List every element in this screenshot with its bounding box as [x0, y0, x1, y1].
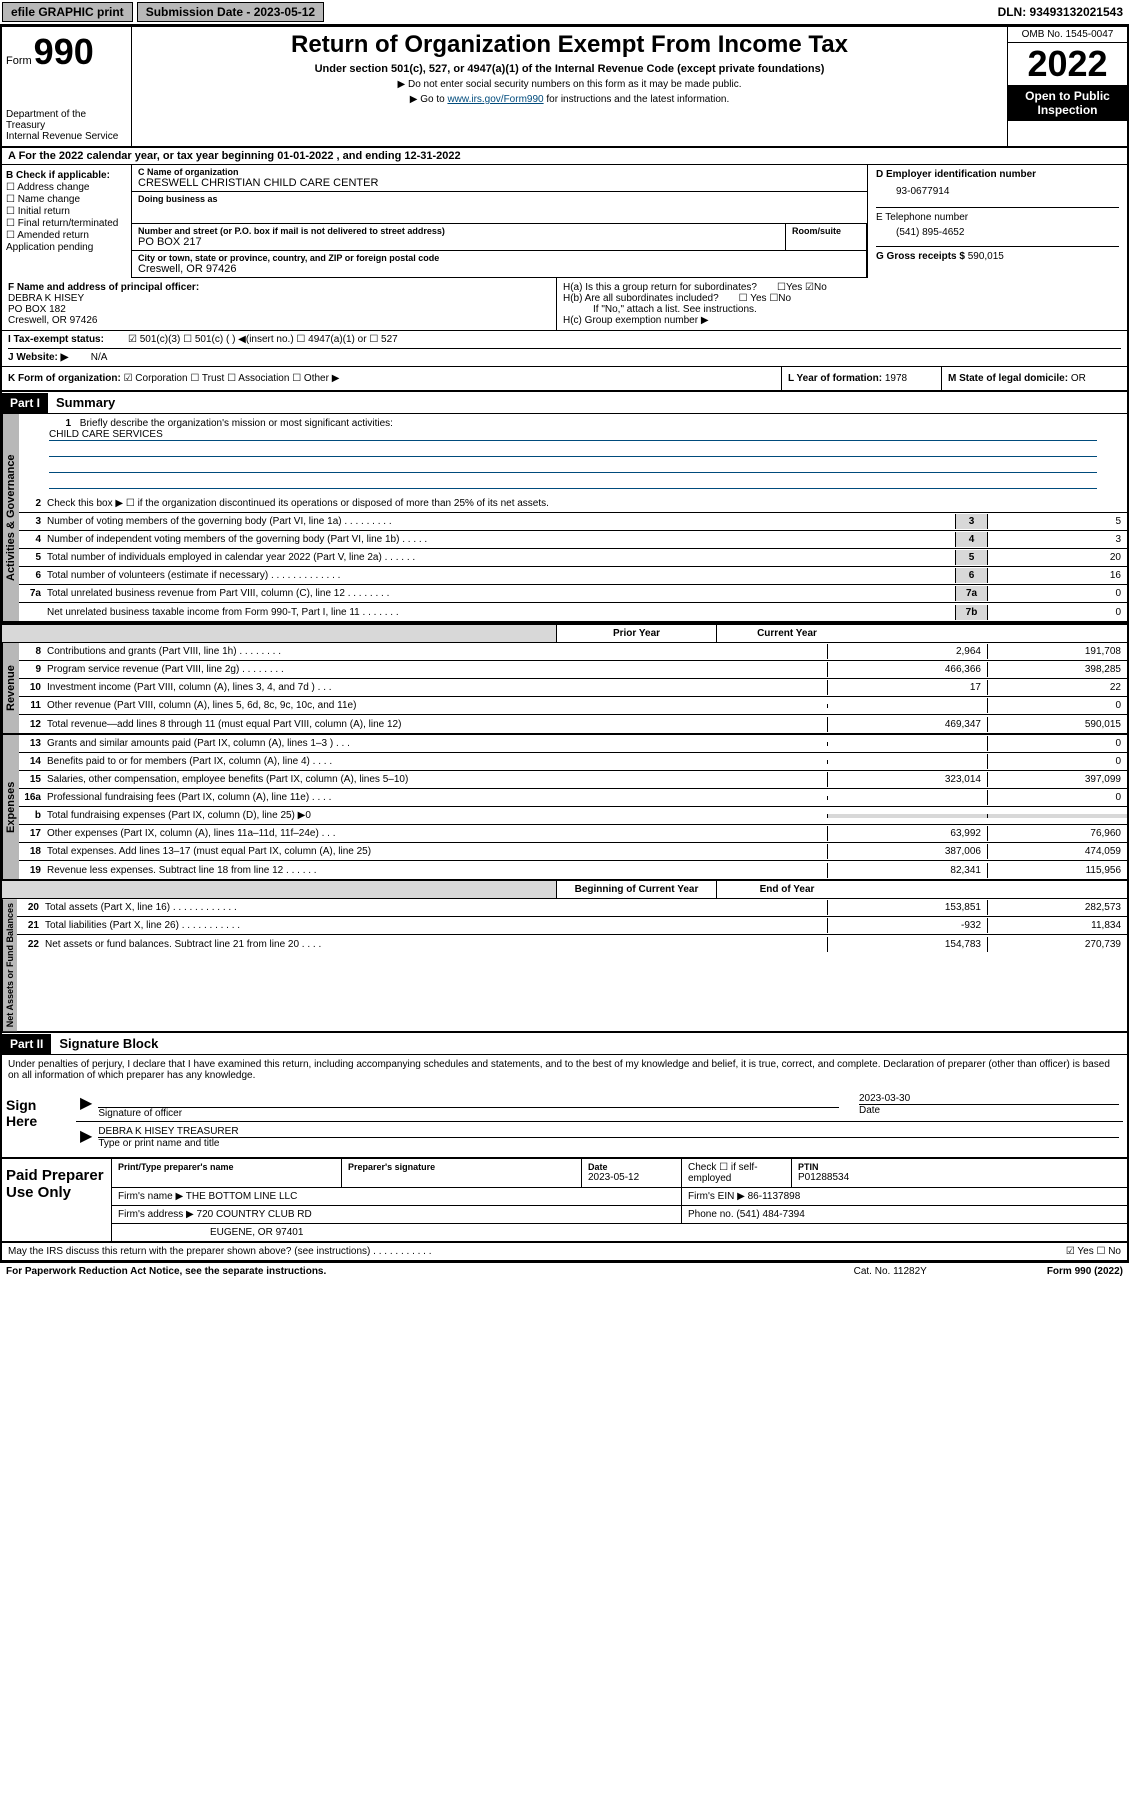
- subtitle: Under section 501(c), 527, or 4947(a)(1)…: [140, 63, 999, 75]
- org-name: CRESWELL CHRISTIAN CHILD CARE CENTER: [138, 177, 861, 189]
- chk-amended[interactable]: ☐ Amended return: [6, 230, 127, 241]
- footer: For Paperwork Reduction Act Notice, see …: [0, 1263, 1129, 1280]
- arrow-icon: ▶: [80, 1093, 92, 1119]
- val-7a: 0: [987, 586, 1127, 601]
- val-4: 3: [987, 532, 1127, 547]
- row-klm: K Form of organization: ☑ Corporation ☐ …: [2, 367, 1127, 392]
- val-3: 5: [987, 514, 1127, 529]
- chk-initial[interactable]: ☐ Initial return: [6, 206, 127, 217]
- part1-header: Part I Summary: [2, 392, 1127, 414]
- vtab-activities: Activities & Governance: [2, 414, 19, 621]
- vtab-expenses: Expenses: [2, 735, 19, 879]
- irs-link[interactable]: www.irs.gov/Form990: [447, 94, 543, 105]
- firm-ein: 86-1137898: [748, 1191, 801, 1202]
- cat-no: Cat. No. 11282Y: [854, 1266, 927, 1277]
- period-line: A For the 2022 calendar year, or tax yea…: [2, 148, 1127, 165]
- ptin: P01288534: [798, 1172, 1121, 1183]
- main-title: Return of Organization Exempt From Incom…: [140, 31, 999, 59]
- website: N/A: [91, 352, 108, 363]
- officer-printed: DEBRA K HISEY TREASURER: [98, 1126, 1119, 1137]
- section-f-h: F Name and address of principal officer:…: [2, 278, 1127, 331]
- city: Creswell, OR 97426: [138, 263, 860, 275]
- col-defg: D Employer identification number 93-0677…: [867, 165, 1127, 278]
- chk-pending[interactable]: Application pending: [6, 242, 127, 253]
- form-ref: Form 990 (2022): [1047, 1266, 1123, 1277]
- top-bar: efile GRAPHIC print Submission Date - 20…: [0, 0, 1129, 25]
- val-6: 16: [987, 568, 1127, 583]
- hb-no[interactable]: ☐No: [769, 293, 791, 304]
- header-row: Form 990 Department of the Treasury Inte…: [2, 27, 1127, 148]
- form-id-box: Form 990 Department of the Treasury Inte…: [2, 27, 132, 146]
- row-i-j: I Tax-exempt status: ☑ 501(c)(3) ☐ 501(c…: [2, 331, 1127, 367]
- title-box: Return of Organization Exempt From Incom…: [132, 27, 1007, 146]
- discuss-row: May the IRS discuss this return with the…: [2, 1243, 1127, 1261]
- tax-year: 2022: [1008, 43, 1127, 85]
- hb-yes[interactable]: ☐ Yes: [739, 293, 767, 304]
- open-public-label: Open to Public Inspection: [1008, 85, 1127, 121]
- chk-address[interactable]: ☐ Address change: [6, 182, 127, 193]
- instruction-1: ▶ Do not enter social security numbers o…: [140, 79, 999, 90]
- mission-text: CHILD CARE SERVICES: [49, 429, 1097, 441]
- col-c: C Name of organization CRESWELL CHRISTIA…: [132, 165, 867, 278]
- sign-here-row: Sign Here ▶ Signature of officer 2023-03…: [2, 1085, 1127, 1159]
- paid-preparer-row: Paid Preparer Use Only Print/Type prepar…: [2, 1159, 1127, 1243]
- omb-label: OMB No. 1545-0047: [1008, 27, 1127, 43]
- year-box: OMB No. 1545-0047 2022 Open to Public In…: [1007, 27, 1127, 146]
- org-form-opts[interactable]: ☑ Corporation ☐ Trust ☐ Association ☐ Ot…: [124, 373, 340, 384]
- year-formation: 1978: [885, 373, 907, 384]
- gross-receipts: 590,015: [968, 251, 1004, 262]
- section-bcdefg: B Check if applicable: ☐ Address change …: [2, 165, 1127, 278]
- officer-name: DEBRA K HISEY: [8, 293, 550, 304]
- street: PO BOX 217: [138, 236, 779, 248]
- dept-label: Department of the Treasury Internal Reve…: [6, 109, 127, 142]
- ein: 93-0677914: [876, 180, 1119, 207]
- chk-name[interactable]: ☐ Name change: [6, 194, 127, 205]
- ha-no[interactable]: ☑No: [805, 282, 827, 293]
- instruction-2: ▶ Go to www.irs.gov/Form990 for instruct…: [140, 94, 999, 105]
- preparer-phone: (541) 484-7394: [736, 1209, 804, 1220]
- col-b: B Check if applicable: ☐ Address change …: [2, 165, 132, 278]
- ha-yes[interactable]: ☐Yes: [777, 282, 802, 293]
- tax-status-opts[interactable]: ☑ 501(c)(3) ☐ 501(c) ( ) ◀(insert no.) ☐…: [128, 334, 398, 345]
- domicile: OR: [1071, 373, 1086, 384]
- declaration: Under penalties of perjury, I declare th…: [2, 1055, 1127, 1085]
- part2-header: Part II Signature Block: [2, 1033, 1127, 1055]
- efile-button[interactable]: efile GRAPHIC print: [2, 2, 133, 22]
- val-5: 20: [987, 550, 1127, 565]
- val-7b: 0: [987, 605, 1127, 620]
- discuss-yn[interactable]: ☑ Yes ☐ No: [1066, 1246, 1121, 1257]
- chk-final[interactable]: ☐ Final return/terminated: [6, 218, 127, 229]
- form-label: Form: [6, 55, 32, 67]
- arrow-icon: ▶: [80, 1126, 92, 1149]
- form-container: Form 990 Department of the Treasury Inte…: [0, 25, 1129, 1263]
- firm-name: THE BOTTOM LINE LLC: [186, 1191, 298, 1202]
- vtab-revenue: Revenue: [2, 643, 19, 733]
- form-number: 990: [34, 31, 94, 73]
- submission-date-button[interactable]: Submission Date - 2023-05-12: [137, 2, 324, 22]
- phone: (541) 895-4652: [876, 223, 1119, 246]
- dln-label: DLN: 93493132021543: [992, 3, 1129, 21]
- vtab-netassets: Net Assets or Fund Balances: [2, 899, 17, 1031]
